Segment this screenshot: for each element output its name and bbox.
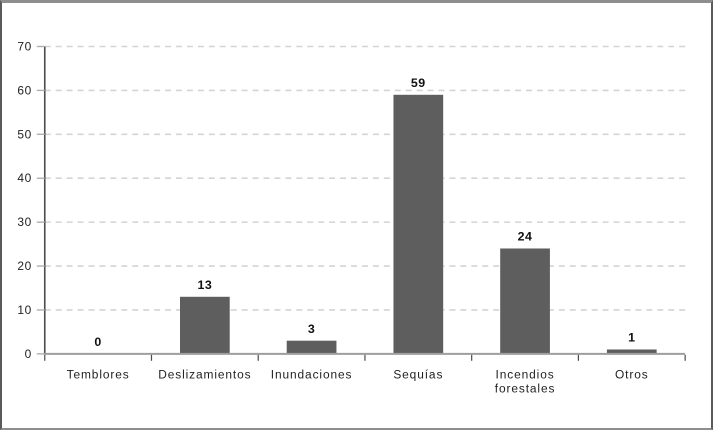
y-axis-tick-label: 10 [17, 303, 31, 317]
y-axis-tick-label: 20 [17, 259, 31, 273]
bar-value-label: 24 [518, 230, 533, 244]
x-axis-category-label: Sequías [393, 368, 443, 382]
bar [286, 340, 337, 354]
bar [500, 248, 550, 354]
y-axis-tick-label: 60 [17, 83, 31, 97]
y-axis-tick-label: 0 [25, 347, 32, 361]
y-axis-tick-label: 30 [17, 215, 31, 229]
bar [606, 349, 657, 354]
x-axis-category-label: forestales [495, 381, 556, 395]
x-axis-category-label: Inundaciones [271, 368, 353, 382]
bar-value-label: 0 [94, 335, 101, 349]
y-axis-tick-label: 70 [17, 39, 31, 53]
y-axis-tick-label: 40 [17, 171, 31, 185]
x-axis-category-label: Deslizamientos [158, 368, 251, 382]
x-axis-category-label: Temblores [67, 368, 130, 382]
bar-value-label: 1 [628, 331, 635, 345]
y-axis-tick-label: 50 [17, 127, 31, 141]
bar-value-label: 13 [197, 278, 212, 292]
bar-value-label: 3 [308, 322, 315, 336]
bar-value-label: 59 [411, 76, 426, 90]
x-axis-category-label: Otros [615, 368, 649, 382]
x-axis-category-label: Incendios [496, 368, 555, 382]
bar [393, 94, 444, 354]
bar [179, 296, 230, 354]
